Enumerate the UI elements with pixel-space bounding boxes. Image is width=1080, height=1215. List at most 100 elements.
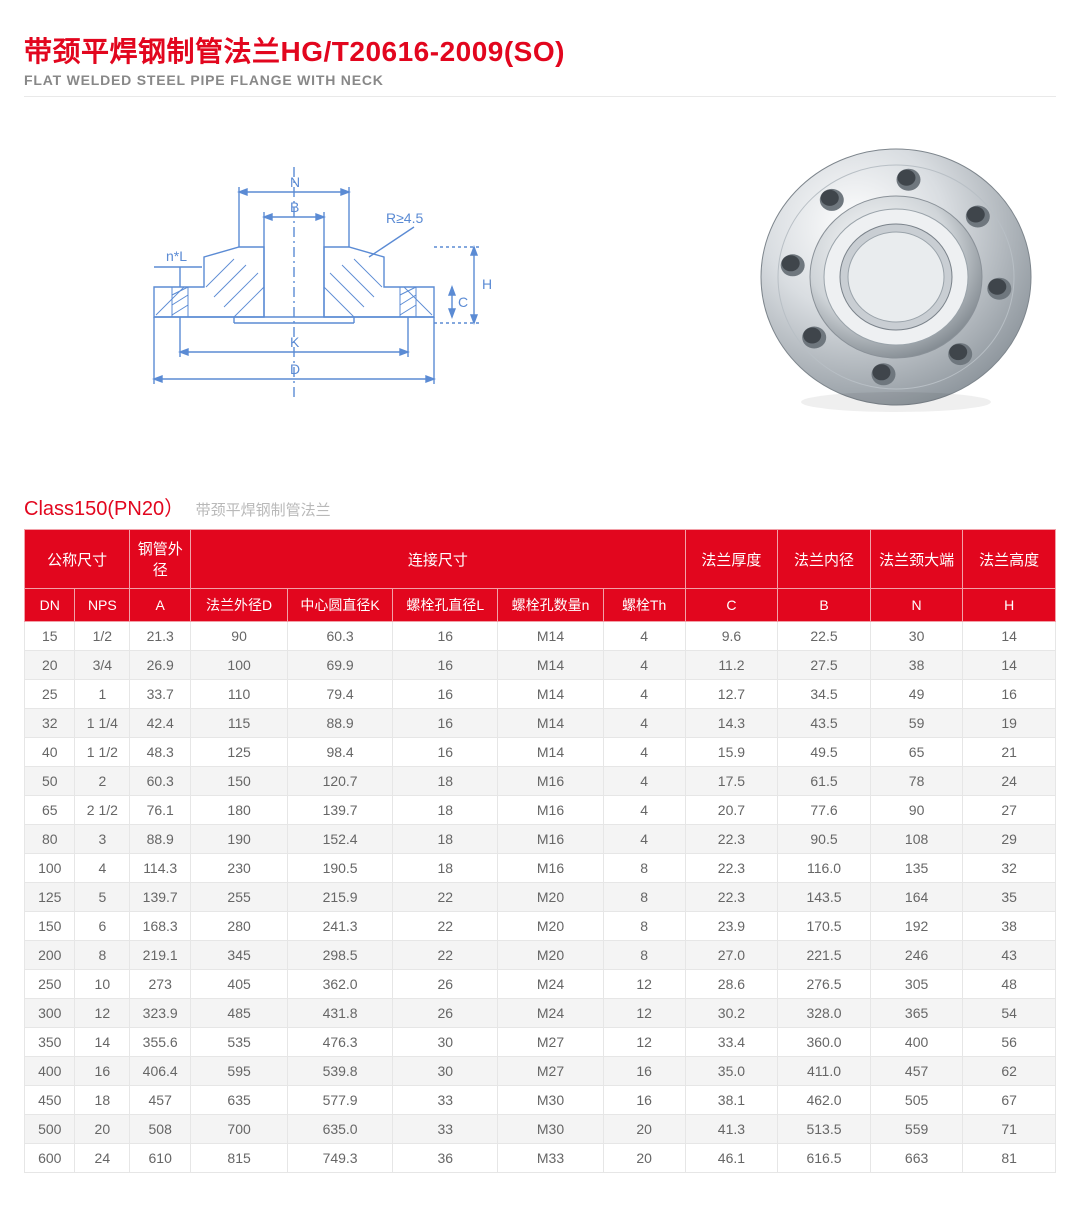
cell-th: 4: [603, 825, 685, 854]
cell-n: M27: [498, 1028, 603, 1057]
cell-nps: 2 1/2: [75, 796, 130, 825]
cell-k: 60.3: [287, 622, 392, 651]
table-row: 321 1/442.411588.916M14414.343.55919: [25, 709, 1056, 738]
cell-l: 18: [393, 825, 498, 854]
col-n: 螺栓孔数量n: [498, 589, 603, 622]
cell-n: 164: [870, 883, 963, 912]
cell-n: 38: [870, 651, 963, 680]
cell-b: 221.5: [778, 941, 871, 970]
table-row: 1004114.3230190.518M16822.3116.013532: [25, 854, 1056, 883]
cell-h: 32: [963, 854, 1056, 883]
cell-d: 280: [191, 912, 288, 941]
cell-th: 4: [603, 709, 685, 738]
cell-n: 59: [870, 709, 963, 738]
cell-nps: 1: [75, 680, 130, 709]
cell-h: 35: [963, 883, 1056, 912]
table-row: 25133.711079.416M14412.734.54916: [25, 680, 1056, 709]
cell-n: 505: [870, 1086, 963, 1115]
cell-th: 8: [603, 883, 685, 912]
cell-a: 168.3: [130, 912, 191, 941]
cell-l: 16: [393, 680, 498, 709]
cell-l: 18: [393, 854, 498, 883]
cell-h: 62: [963, 1057, 1056, 1086]
cell-h: 48: [963, 970, 1056, 999]
cell-k: 69.9: [287, 651, 392, 680]
cell-c: 38.1: [685, 1086, 778, 1115]
cell-l: 16: [393, 622, 498, 651]
cell-n: 78: [870, 767, 963, 796]
section-title: Class150(PN20） 带颈平焊钢制管法兰: [24, 492, 1056, 521]
cell-c: 27.0: [685, 941, 778, 970]
cell-k: 749.3: [287, 1144, 392, 1173]
cell-c: 9.6: [685, 622, 778, 651]
cell-h: 16: [963, 680, 1056, 709]
cell-h: 56: [963, 1028, 1056, 1057]
title-english: FLAT WELDED STEEL PIPE FLANGE WITH NECK: [24, 72, 1056, 88]
cell-a: 610: [130, 1144, 191, 1173]
cell-n: M27: [498, 1057, 603, 1086]
cell-n: 65: [870, 738, 963, 767]
cell-n: 559: [870, 1115, 963, 1144]
cell-l: 30: [393, 1057, 498, 1086]
cell-d: 230: [191, 854, 288, 883]
cell-nps: 1 1/4: [75, 709, 130, 738]
cell-d: 125: [191, 738, 288, 767]
cell-d: 535: [191, 1028, 288, 1057]
cell-a: 457: [130, 1086, 191, 1115]
col-d: 法兰外径D: [191, 589, 288, 622]
cell-l: 18: [393, 796, 498, 825]
cell-d: 635: [191, 1086, 288, 1115]
cell-k: 79.4: [287, 680, 392, 709]
cell-c: 20.7: [685, 796, 778, 825]
cell-l: 22: [393, 941, 498, 970]
cell-d: 595: [191, 1057, 288, 1086]
cell-d: 190: [191, 825, 288, 854]
product-photo: [746, 127, 1046, 432]
cell-nps: 1 1/2: [75, 738, 130, 767]
dim-label-r: R≥4.5: [386, 210, 423, 226]
cell-a: 88.9: [130, 825, 191, 854]
cell-dn: 500: [25, 1115, 75, 1144]
cell-nps: 16: [75, 1057, 130, 1086]
cell-th: 8: [603, 912, 685, 941]
cell-b: 34.5: [778, 680, 871, 709]
cell-a: 21.3: [130, 622, 191, 651]
cell-n: M30: [498, 1086, 603, 1115]
cell-n: 400: [870, 1028, 963, 1057]
cell-n: M16: [498, 854, 603, 883]
cell-c: 14.3: [685, 709, 778, 738]
cell-nps: 24: [75, 1144, 130, 1173]
col-th: 螺栓Th: [603, 589, 685, 622]
cell-n: M16: [498, 796, 603, 825]
cell-k: 476.3: [287, 1028, 392, 1057]
cell-l: 22: [393, 912, 498, 941]
table-row: 1255139.7255215.922M20822.3143.516435: [25, 883, 1056, 912]
table-row: 2008219.1345298.522M20827.0221.524643: [25, 941, 1056, 970]
engineering-diagram: N B R≥4.5 n*L: [34, 147, 554, 412]
cell-h: 24: [963, 767, 1056, 796]
table-row: 40016406.4595539.830M271635.0411.045762: [25, 1057, 1056, 1086]
section-title-sub: 带颈平焊钢制管法兰: [196, 502, 331, 519]
section-title-main: Class150(PN20）: [24, 498, 184, 520]
cell-dn: 65: [25, 796, 75, 825]
cell-l: 18: [393, 767, 498, 796]
cell-n: M16: [498, 825, 603, 854]
cell-b: 43.5: [778, 709, 871, 738]
col-c: C: [685, 589, 778, 622]
cell-c: 22.3: [685, 854, 778, 883]
cell-l: 33: [393, 1115, 498, 1144]
cell-nps: 14: [75, 1028, 130, 1057]
cell-nps: 10: [75, 970, 130, 999]
title-underline: [24, 96, 1056, 97]
cell-n: 246: [870, 941, 963, 970]
cell-c: 46.1: [685, 1144, 778, 1173]
col-b: B: [778, 589, 871, 622]
cell-k: 577.9: [287, 1086, 392, 1115]
cell-th: 12: [603, 970, 685, 999]
cell-dn: 250: [25, 970, 75, 999]
dim-label-h: H: [482, 276, 492, 292]
cell-c: 22.3: [685, 883, 778, 912]
cell-h: 81: [963, 1144, 1056, 1173]
cell-n: M20: [498, 883, 603, 912]
cell-b: 170.5: [778, 912, 871, 941]
